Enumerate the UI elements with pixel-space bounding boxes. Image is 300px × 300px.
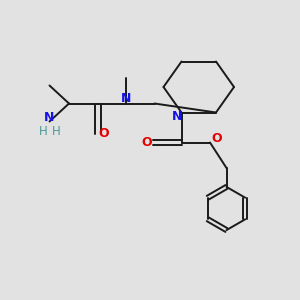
Text: O: O [141,136,152,149]
Text: H: H [38,125,47,139]
Text: N: N [172,110,182,124]
Text: N: N [121,92,131,106]
Text: H: H [52,125,61,139]
Text: O: O [99,127,110,140]
Text: N: N [44,111,55,124]
Text: O: O [211,132,222,146]
